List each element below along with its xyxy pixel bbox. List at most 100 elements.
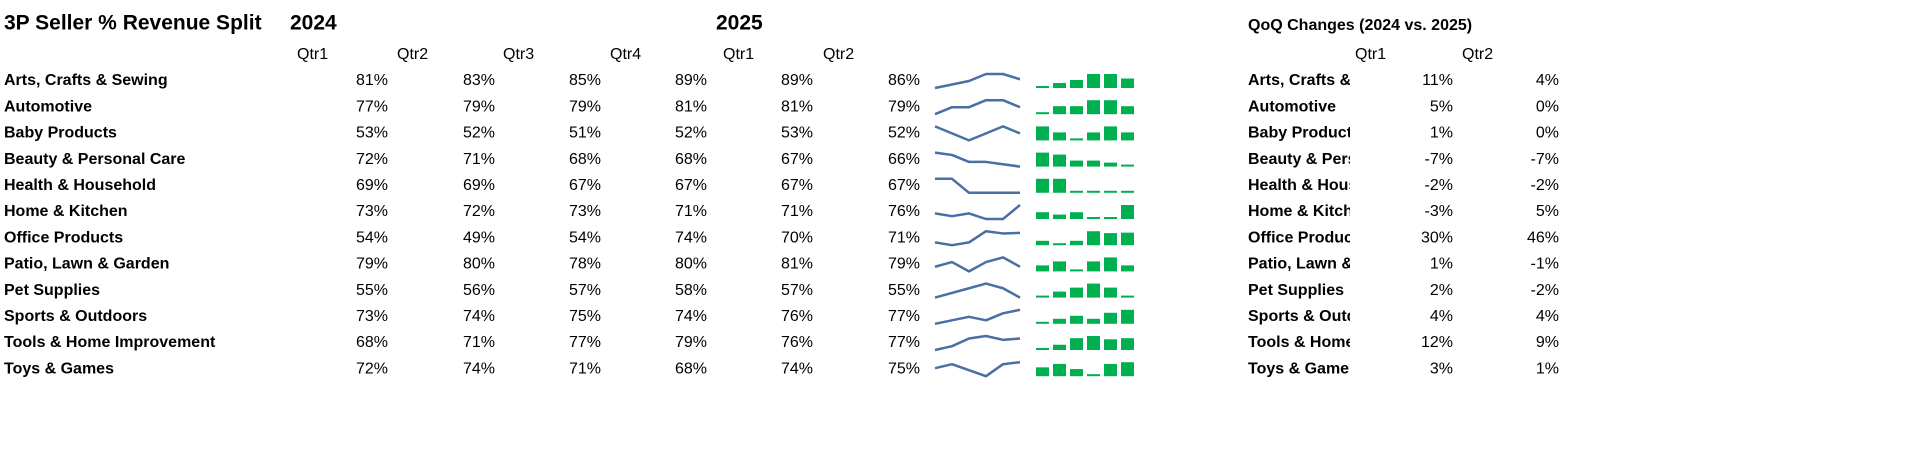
sparkline-column [1070, 190, 1083, 193]
year-header: 2025 [716, 12, 763, 35]
sparkline-column [1087, 374, 1100, 377]
cell: 68% [675, 360, 707, 377]
cell: 2% [1430, 282, 1453, 299]
cell: 89% [675, 72, 707, 89]
cell: 0% [1536, 125, 1559, 142]
row-label: Arts, Crafts & Sewing [1248, 72, 1412, 89]
row-label: Arts, Crafts & Sewing [4, 72, 168, 89]
sparkline-column [1070, 80, 1083, 88]
sparkline-column [1121, 205, 1134, 219]
cell: 71% [888, 229, 920, 246]
cell: 52% [675, 125, 707, 142]
cell: 85% [569, 72, 601, 89]
cell: 4% [1430, 308, 1453, 325]
cell: 12% [1421, 334, 1453, 351]
quarter-header: Qtr1 [1355, 46, 1386, 63]
cell: 74% [675, 229, 707, 246]
sparkline-column [1053, 261, 1066, 272]
row-label: Tools & Home Improvement [4, 334, 216, 351]
cell: 76% [781, 308, 813, 325]
sparkline-line [934, 334, 1021, 352]
sparkline-column [1070, 315, 1083, 324]
sparkline-column [1104, 233, 1117, 246]
row-label: Automotive [1248, 98, 1336, 115]
title: 3P Seller % Revenue Split [4, 12, 262, 35]
qoq-names: Arts, Crafts & Sewing Automotive Baby Prod… [1248, 72, 1460, 377]
cell: 76% [781, 334, 813, 351]
sparkline-column [1121, 295, 1134, 298]
sparkline-line [934, 98, 1021, 116]
cell: 69% [463, 177, 495, 194]
row-label: Office Products [4, 229, 123, 246]
sparkline-column [1053, 132, 1066, 141]
cell: 57% [569, 282, 601, 299]
sparkline-line [934, 308, 1021, 326]
cell: 73% [569, 203, 601, 220]
row-label: Patio, Lawn & Garden [4, 256, 169, 273]
cell: 79% [888, 256, 920, 273]
cell: 81% [781, 256, 813, 273]
row-label: Baby Products [1248, 125, 1361, 142]
cell: -2% [1531, 177, 1559, 194]
qoq-title: QoQ Changes (2024 vs. 2025) [1248, 17, 1472, 34]
cell: 72% [356, 360, 388, 377]
row-label: Toys & Games [4, 360, 114, 377]
row-label: Tools & Home Improvement [1248, 334, 1460, 351]
sparkline-line [934, 229, 1021, 247]
sparkline-column [1121, 132, 1134, 141]
sparkline-column [1036, 86, 1049, 88]
row-label: Health & Household [1248, 177, 1400, 194]
sparkline-column [1104, 190, 1117, 193]
cell: -2% [1531, 282, 1559, 299]
year-header: 2024 [290, 12, 337, 35]
cell: 71% [463, 334, 495, 351]
cell: 69% [356, 177, 388, 194]
row-label: Health & Household [4, 177, 156, 194]
sparkline-column [1036, 112, 1049, 115]
sparkline-column [1070, 240, 1083, 246]
cell: -7% [1531, 151, 1559, 168]
cell: 55% [888, 282, 920, 299]
cell: 54% [356, 229, 388, 246]
cell: 68% [675, 151, 707, 168]
sparkline-column [1087, 132, 1100, 141]
cell: -3% [1425, 203, 1453, 220]
sparkline-column [1036, 126, 1049, 141]
row-label: Pet Supplies [1248, 282, 1344, 299]
row-label: Baby Products [4, 125, 117, 142]
sparkline-line [934, 204, 1021, 221]
quarter-header: Qtr3 [503, 46, 534, 63]
row-label: Home & Kitchen [1248, 203, 1372, 220]
sparkline-column [1087, 261, 1100, 272]
row-label: Toys & Games [1248, 360, 1358, 377]
cell: 81% [675, 98, 707, 115]
cell: 72% [463, 203, 495, 220]
cell: 79% [675, 334, 707, 351]
cell: 79% [356, 256, 388, 273]
cell: 67% [781, 177, 813, 194]
cell: 70% [781, 229, 813, 246]
row-label: Office Products [1248, 229, 1367, 246]
sparkline-column [1104, 162, 1117, 167]
sparkline-column [1036, 348, 1049, 350]
cell: 80% [675, 256, 707, 273]
cell: 71% [569, 360, 601, 377]
sparkline-column [1036, 152, 1049, 167]
row-label: Patio, Lawn & Garden [1248, 256, 1413, 273]
cell: -7% [1425, 151, 1453, 168]
cell: -2% [1425, 177, 1453, 194]
sparkline-column [1087, 217, 1100, 219]
sparkline-column [1053, 154, 1066, 167]
sparkline-column [1053, 243, 1066, 246]
sparkline-column [1053, 318, 1066, 324]
sparkline-line [934, 151, 1021, 168]
cell: 0% [1536, 98, 1559, 115]
cell: 5% [1430, 98, 1453, 115]
row-label: Sports & Outdoors [1248, 308, 1391, 325]
cell: 79% [888, 98, 920, 115]
sparkline-column [1036, 367, 1049, 377]
quarter-header: Qtr4 [610, 46, 641, 63]
sparkline-column [1104, 287, 1117, 298]
cell: 77% [356, 98, 388, 115]
